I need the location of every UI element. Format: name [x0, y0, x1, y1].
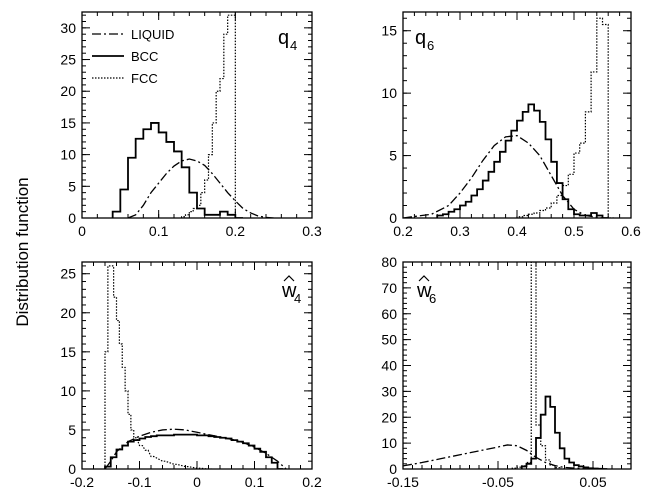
x-tick-label: 0.2 [226, 223, 246, 239]
y-tick-label: 5 [68, 422, 76, 438]
y-tick-label: 0 [68, 210, 76, 226]
y-tick-label: 15 [60, 344, 76, 360]
panel-4: -0.15 -0.05 0.05 0 10 20 30 40 50 60 70 80 w6 [381, 254, 632, 490]
series-line-bcc [436, 103, 609, 218]
series-line-bcc [111, 122, 243, 218]
y-tick-label: 80 [381, 254, 397, 270]
plot-frame [81, 261, 313, 470]
x-tick-label: -0.05 [482, 474, 514, 490]
panel-title-subscript: 6 [427, 38, 434, 53]
plot-frame [402, 261, 632, 470]
x-tick-label: -0.1 [127, 474, 151, 490]
y-tick-label: 30 [60, 20, 76, 36]
y-tick-label: 10 [60, 383, 76, 399]
series-line-fcc [181, 14, 236, 218]
y-tick-label: 15 [381, 23, 397, 39]
panel-3: -0.2 -0.1 0 0.1 0.2 0 5 10 15 20 25 w4 [60, 261, 322, 490]
series-line-fcc [104, 265, 212, 469]
x-tick-label: 0.05 [579, 474, 606, 490]
y-tick-label: 0 [68, 461, 76, 477]
series-line-liquid [403, 134, 603, 218]
x-tick-label: 0.4 [507, 223, 527, 239]
series-line-bcc [520, 395, 608, 469]
x-tick-label: 0 [193, 474, 201, 490]
series-line-liquid [127, 158, 274, 218]
series-line-liquid [403, 444, 603, 469]
x-tick-label: 0.2 [393, 223, 413, 239]
y-tick-label: 10 [60, 147, 76, 163]
y-tick-label: 10 [381, 435, 397, 451]
panel-title-subscript: 6 [429, 291, 436, 306]
panel-2: 0.2 0.3 0.4 0.5 0.6 0 5 10 15 q 6 [381, 11, 641, 239]
x-tick-label: 0.5 [564, 223, 584, 239]
x-tick-label: 0 [78, 223, 86, 239]
legend: LIQUID BCC FCC [92, 27, 174, 86]
y-tick-label: 15 [60, 115, 76, 131]
y-tick-label: 20 [60, 83, 76, 99]
y-tick-label: 20 [381, 409, 397, 425]
panel-title: q [278, 27, 289, 49]
x-tick-label: 0.3 [450, 223, 470, 239]
series-line-bcc [104, 433, 284, 469]
x-tick-label: -0.2 [70, 474, 94, 490]
legend-label: LIQUID [131, 27, 174, 42]
panel-title: q [415, 27, 426, 49]
y-tick-label: 0 [389, 210, 397, 226]
hat-accent [418, 275, 430, 282]
panel-title: w [416, 280, 432, 302]
panel-1: 0 0.1 0.2 0.3 0 5 10 15 20 25 30 q 4 [60, 11, 322, 239]
x-tick-label: -0.15 [387, 474, 419, 490]
panel-title-subscript: 4 [294, 291, 301, 306]
y-tick-label: 25 [60, 266, 76, 282]
y-tick-label: 5 [389, 148, 397, 164]
y-axis-label: Distribution function [13, 177, 32, 326]
x-tick-label: 0.3 [302, 223, 322, 239]
y-tick-label: 20 [60, 305, 76, 321]
x-tick-label: 0.1 [149, 223, 169, 239]
legend-label: BCC [131, 49, 158, 64]
y-tick-label: 40 [381, 358, 397, 374]
y-tick-label: 60 [381, 306, 397, 322]
plot-frame [81, 11, 313, 219]
y-tick-label: 5 [68, 178, 76, 194]
panel-title: w [281, 280, 297, 302]
hat-accent [283, 275, 295, 282]
panel-title-subscript: 4 [290, 38, 297, 53]
series-line-fcc [516, 17, 614, 218]
x-tick-label: 0.1 [245, 474, 265, 490]
y-tick-label: 30 [381, 383, 397, 399]
plot-frame [402, 11, 632, 219]
y-tick-label: 50 [381, 332, 397, 348]
legend-label: FCC [131, 71, 158, 86]
y-tick-label: 70 [381, 280, 397, 296]
y-tick-label: 10 [381, 85, 397, 101]
y-tick-label: 0 [389, 461, 397, 477]
x-tick-label: 0.6 [621, 223, 641, 239]
series-line-fcc [511, 262, 565, 469]
y-tick-label: 25 [60, 52, 76, 68]
x-tick-label: 0.2 [302, 474, 322, 490]
